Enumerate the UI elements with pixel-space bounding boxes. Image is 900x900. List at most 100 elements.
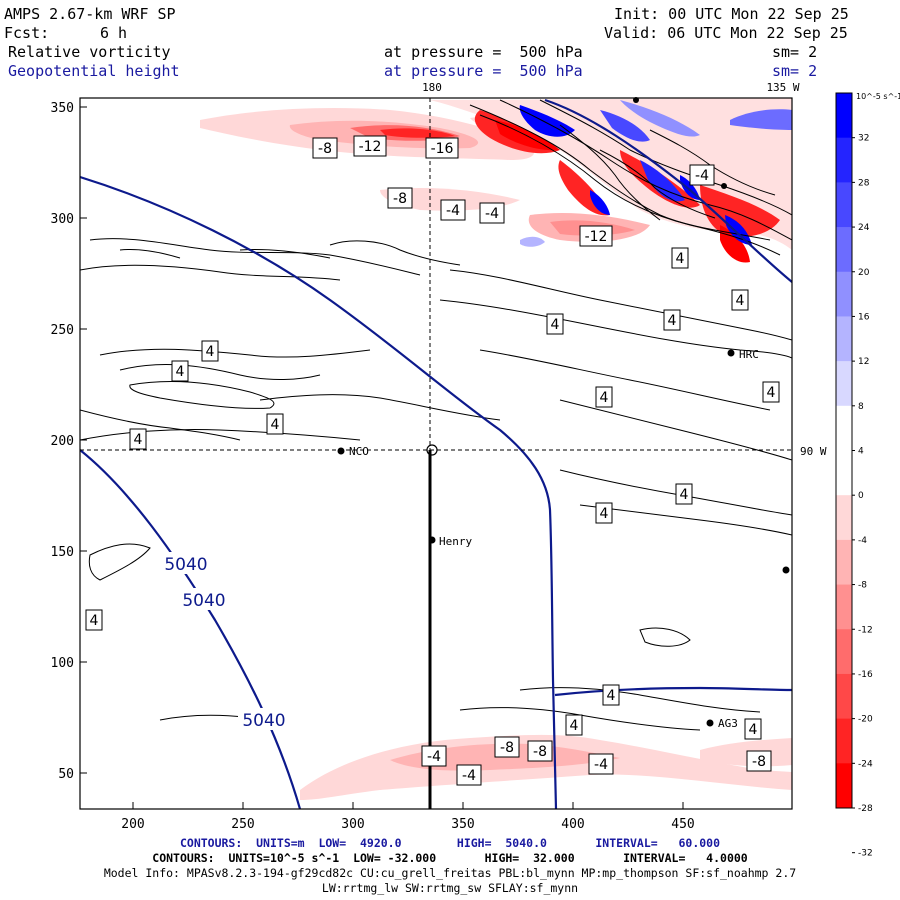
colorbar-tick-label: -24 (858, 759, 873, 769)
field1-level: at pressure = 500 hPa (384, 43, 583, 61)
colorbar-segment (836, 271, 852, 317)
station-label-hrc: HRC (739, 348, 759, 361)
x-tick-label: 350 (451, 817, 474, 832)
intense-vorticity-region (430, 98, 792, 263)
positive-vorticity-light-shading (520, 109, 792, 247)
station-marker (706, 719, 714, 727)
station-label-henry: Henry (439, 535, 472, 548)
forecast-hour: 6 h (100, 24, 128, 42)
station-label-nco: NCO (349, 445, 369, 458)
vorticity-label-box (494, 736, 520, 758)
x-tick-label: 450 (671, 817, 694, 832)
vorticity-label-box (663, 309, 681, 331)
field2-level: at pressure = 500 hPa (384, 62, 583, 80)
x-tick-label: 250 (231, 817, 254, 832)
station-marker (337, 447, 345, 455)
colorbar-tick-label: 20 (858, 268, 870, 278)
vorticity-label: 4 (600, 506, 609, 522)
colorbar-segment (836, 361, 852, 407)
footer-height-contours: CONTOURS: UNITS=m LOW= 4920.0 HIGH= 5040… (179, 836, 721, 850)
colorbar-segment (836, 629, 852, 675)
colorbar-segment (836, 539, 852, 586)
forecast-label: Fcst: (4, 24, 50, 42)
station-marker (727, 349, 735, 357)
vorticity-label: 4 (134, 432, 143, 448)
colorbar-segment (836, 763, 852, 809)
footer-physics-info: LW:rrtmg_lw SW:rrtmg_sw SFLAY:sf_mynn (321, 881, 579, 895)
y-tick-label: 150 (51, 545, 74, 560)
longitude-135w-label: 135 W (766, 81, 799, 94)
vorticity-label-box (565, 714, 583, 736)
vorticity-label: -12 (359, 139, 382, 155)
station-marker (782, 566, 790, 574)
vorticity-label-box (602, 684, 620, 706)
colorbar-tick-label: -4 (858, 536, 867, 546)
y-tick-label: 200 (51, 434, 74, 449)
vorticity-label: -4 (695, 168, 709, 184)
longitude-180-label: 180 (422, 81, 442, 94)
vorticity-label-box (440, 199, 466, 221)
vorticity-label: -4 (485, 206, 499, 222)
vorticity-label: -8 (533, 744, 547, 760)
colorbar-segment (836, 93, 852, 139)
vorticity-label-box (85, 609, 103, 631)
vorticity-label: 4 (736, 293, 745, 309)
vorticity-label-box (731, 289, 749, 311)
y-tick-label: 250 (51, 323, 74, 338)
colorbar-segment (836, 227, 852, 273)
x-tick-label: 300 (341, 817, 364, 832)
vorticity-label: 4 (767, 385, 776, 401)
vorticity-label: 4 (749, 722, 758, 738)
vorticity-label: -8 (393, 191, 407, 207)
init-time: Init: 00 UTC Mon 22 Sep 25 (614, 5, 849, 23)
colorbar-segment (836, 137, 852, 183)
vorticity-label-box (479, 202, 505, 224)
colorbar-tick-label: 8 (858, 402, 864, 412)
field2-smoothing: sm= 2 (772, 62, 818, 80)
vorticity-label: -12 (585, 229, 608, 245)
vorticity-label-box (671, 247, 689, 269)
height-label: 5040 (182, 591, 225, 611)
vorticity-label-box (266, 413, 284, 435)
colorbar-segment (836, 182, 852, 228)
colorbar-tick-label: 24 (858, 223, 870, 233)
vorticity-label: -4 (462, 768, 476, 784)
axis-ticks (80, 106, 684, 809)
vorticity-label-box (171, 360, 189, 382)
vorticity-label-box (744, 718, 762, 740)
vorticity-label: 4 (607, 688, 616, 704)
colorbar-tick-label: 28 (858, 178, 870, 188)
vorticity-label-box (201, 340, 219, 362)
vorticity-label: -8 (318, 141, 332, 157)
vorticity-label-box (762, 381, 780, 403)
station-marker (721, 183, 727, 189)
station-marker (428, 536, 436, 544)
field2-name: Geopotential height (8, 62, 180, 80)
y-tick-label: 100 (51, 656, 74, 671)
vorticity-label: -4 (594, 757, 608, 773)
field1-smoothing: sm= 2 (772, 43, 818, 61)
colorbar-segment (836, 405, 852, 451)
vorticity-label-box (129, 428, 147, 450)
colorbar-segment (836, 584, 852, 630)
vorticity-label-box (675, 483, 693, 505)
y-tick-label: 300 (51, 212, 74, 227)
longitude-90w-label: 90 W (800, 445, 827, 458)
vorticity-contours (80, 238, 792, 731)
vorticity-label-box (595, 502, 613, 524)
colorbar: 10^-5 s^-1 32 28 24 20 16 12 8 4 0 -4 -8 -12 -16 -20 -2… (835, 92, 900, 859)
vorticity-label: 4 (206, 344, 215, 360)
vorticity-label: 4 (90, 613, 99, 629)
footer-model-info: Model Info: MPASv8.2.3-194-gf29cd82c CU:… (103, 866, 797, 880)
vorticity-label-box (387, 187, 413, 209)
vorticity-label: 4 (600, 390, 609, 406)
model-title: AMPS 2.67-km WRF SP (4, 5, 176, 23)
x-tick-label: 200 (121, 817, 144, 832)
vorticity-label-box (579, 225, 613, 247)
vorticity-label: -4 (427, 749, 441, 765)
valid-time: Valid: 06 UTC Mon 22 Sep 25 (604, 24, 848, 42)
vorticity-label: 4 (570, 718, 579, 734)
vorticity-label: -8 (752, 754, 766, 770)
vorticity-label-box (353, 135, 387, 157)
footer-vorticity-contours: CONTOURS: UNITS=10^-5 s^-1 LOW= -32.000 … (152, 851, 748, 865)
